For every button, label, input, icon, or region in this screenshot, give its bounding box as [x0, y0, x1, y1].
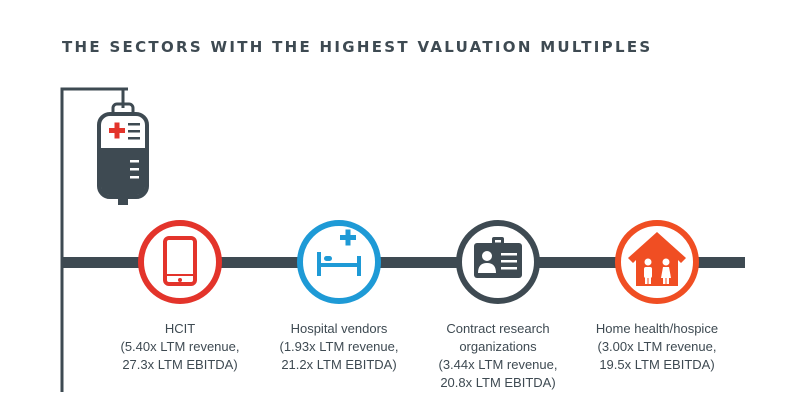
id-badge-icon: [474, 237, 522, 278]
timeline-bar: [62, 257, 745, 268]
iv-bag-icon: [97, 102, 149, 205]
sector-label-hospital-vendors: Hospital vendors (1.93x LTM revenue, 21.…: [244, 320, 434, 374]
sector-home-health: [615, 220, 699, 304]
sector-ebitda-multiple: 21.2x LTM EBITDA): [281, 357, 397, 372]
sector-label-hcit: HCIT (5.40x LTM revenue, 27.3x LTM EBITD…: [85, 320, 275, 374]
sector-name: Contract research: [446, 321, 550, 336]
sector-label-home-health: Home health/hospice (3.00x LTM revenue, …: [562, 320, 752, 374]
tablet-icon: [163, 236, 197, 286]
sector-revenue-multiple: (3.44x LTM revenue,: [438, 357, 558, 372]
sector-ebitda-multiple: 27.3x LTM EBITDA): [122, 357, 238, 372]
sector-name: Home health/hospice: [595, 321, 719, 336]
hospital-bed-icon: [317, 229, 361, 276]
sector-name: Hospital vendors: [290, 321, 388, 336]
sector-hcit: [138, 220, 222, 304]
sector-label-contract-research: Contract research organizations (3.44x L…: [403, 320, 593, 392]
sector-revenue-multiple: (5.40x LTM revenue,: [120, 339, 240, 354]
page-title: THE SECTORS WITH THE HIGHEST VALUATION M…: [62, 38, 653, 56]
sector-name: HCIT: [164, 321, 196, 336]
sector-hospital-vendors: [297, 220, 381, 304]
sector-revenue-multiple: (3.00x LTM revenue,: [597, 339, 717, 354]
home-family-icon: [628, 232, 686, 286]
sector-revenue-multiple: (1.93x LTM revenue,: [279, 339, 399, 354]
sector-ebitda-multiple: 19.5x LTM EBITDA): [599, 357, 715, 372]
sector-name-continued: organizations: [459, 339, 537, 354]
sector-contract-research: [456, 220, 540, 304]
sector-ebitda-multiple: 20.8x LTM EBITDA): [440, 375, 556, 390]
